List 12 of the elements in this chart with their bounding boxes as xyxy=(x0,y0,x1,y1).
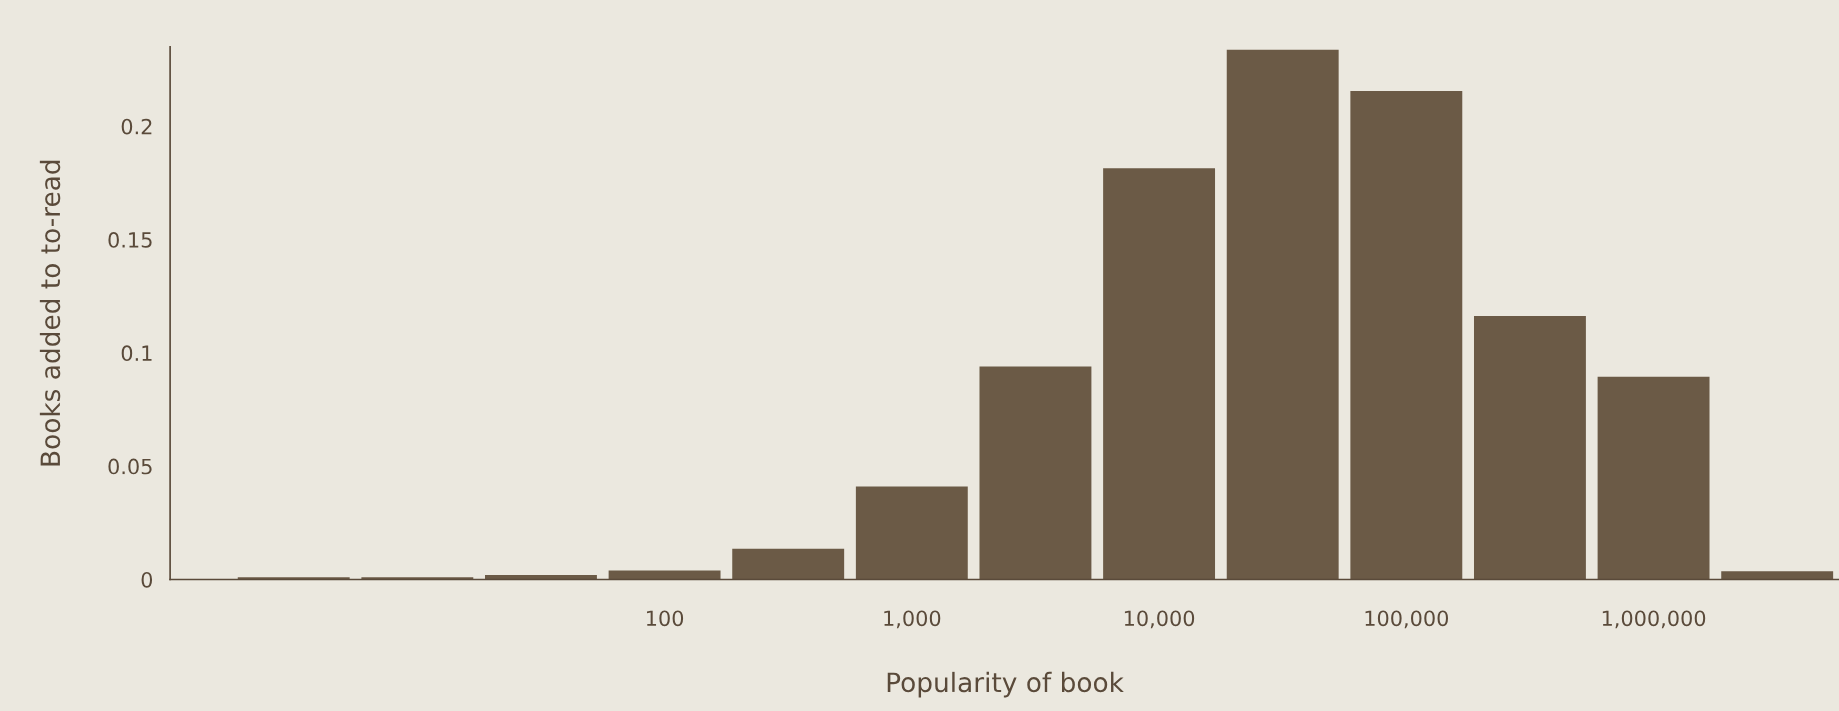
x-tick-label: 1,000 xyxy=(884,610,941,629)
y-tick-label: 0 xyxy=(141,571,153,588)
y-tick-label: 0.1 xyxy=(121,345,152,362)
x-tick-label: 1,000,000 xyxy=(1602,610,1706,629)
y-tick-label: 0.05 xyxy=(108,458,152,475)
y-tick-label: 0.2 xyxy=(121,118,152,135)
x-axis-title: Popularity of book xyxy=(887,671,1124,698)
x-tick-label: 100,000 xyxy=(1365,610,1449,629)
y-tick-label: 0.15 xyxy=(108,232,152,248)
x-tick-label: 10,000 xyxy=(1124,610,1195,629)
x-tick-label: 100 xyxy=(647,610,684,627)
y-axis-title: Books added to to-read xyxy=(39,160,61,466)
